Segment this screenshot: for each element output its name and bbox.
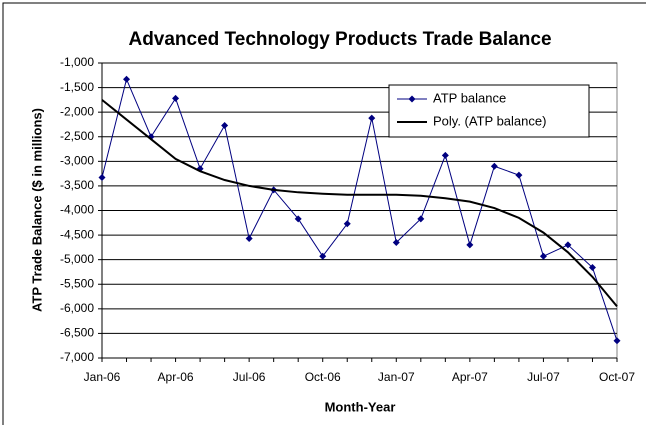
data-point bbox=[441, 151, 449, 159]
y-tick-label: -6,000 bbox=[60, 301, 94, 315]
y-tick-label: -4,500 bbox=[60, 227, 94, 241]
x-tick-label: Jul-07 bbox=[527, 370, 560, 384]
data-point bbox=[539, 252, 547, 260]
data-point bbox=[392, 238, 400, 246]
x-tick-label: Oct-06 bbox=[305, 370, 341, 384]
legend-label: ATP balance bbox=[433, 90, 506, 105]
data-point bbox=[172, 94, 180, 102]
y-axis-label: ATP Trade Balance ($ in millions) bbox=[29, 108, 44, 312]
x-axis-label: Month-Year bbox=[325, 399, 396, 414]
y-tick-label: -5,500 bbox=[60, 276, 94, 290]
data-point bbox=[343, 220, 351, 228]
x-tick-label: Jan-07 bbox=[378, 370, 415, 384]
data-point bbox=[319, 252, 327, 260]
chart-title: Advanced Technology Products Trade Balan… bbox=[128, 29, 551, 50]
data-point bbox=[588, 264, 596, 272]
data-point bbox=[294, 215, 302, 223]
series-line bbox=[101, 77, 618, 341]
data-point bbox=[515, 171, 523, 179]
data-point bbox=[123, 75, 131, 83]
y-tick-label: -3,500 bbox=[60, 178, 94, 192]
x-tick-label: Jul-06 bbox=[233, 370, 266, 384]
legend-marker bbox=[408, 95, 416, 103]
data-point bbox=[417, 215, 425, 223]
x-tick-label: Apr-07 bbox=[452, 370, 488, 384]
y-tick-label: -5,000 bbox=[60, 252, 94, 266]
y-tick-label: -7,000 bbox=[60, 350, 94, 364]
y-tick-label: -3,000 bbox=[60, 154, 94, 168]
y-tick-label: -1,000 bbox=[60, 55, 94, 69]
y-tick-label: -6,500 bbox=[60, 326, 94, 340]
data-point bbox=[368, 114, 376, 122]
legend: ATP balance Poly. (ATP balance) bbox=[388, 84, 590, 138]
data-point bbox=[245, 235, 253, 243]
data-point bbox=[564, 241, 572, 249]
y-tick-label: -2,000 bbox=[60, 104, 94, 118]
data-point bbox=[98, 174, 106, 182]
y-tick-label: -1,500 bbox=[60, 80, 94, 94]
y-tick-label: -2,500 bbox=[60, 129, 94, 143]
data-point bbox=[466, 241, 474, 249]
x-tick-label: Oct-07 bbox=[599, 370, 635, 384]
legend-box bbox=[388, 84, 590, 138]
x-tick-label: Apr-06 bbox=[158, 370, 194, 384]
data-point bbox=[490, 162, 498, 170]
y-tick-label: -4,000 bbox=[60, 203, 94, 217]
legend-label: Poly. (ATP balance) bbox=[433, 113, 546, 128]
data-point bbox=[221, 121, 229, 129]
x-tick-label: Jan-06 bbox=[84, 370, 121, 384]
series-line bbox=[101, 99, 618, 308]
data-point bbox=[613, 337, 621, 345]
